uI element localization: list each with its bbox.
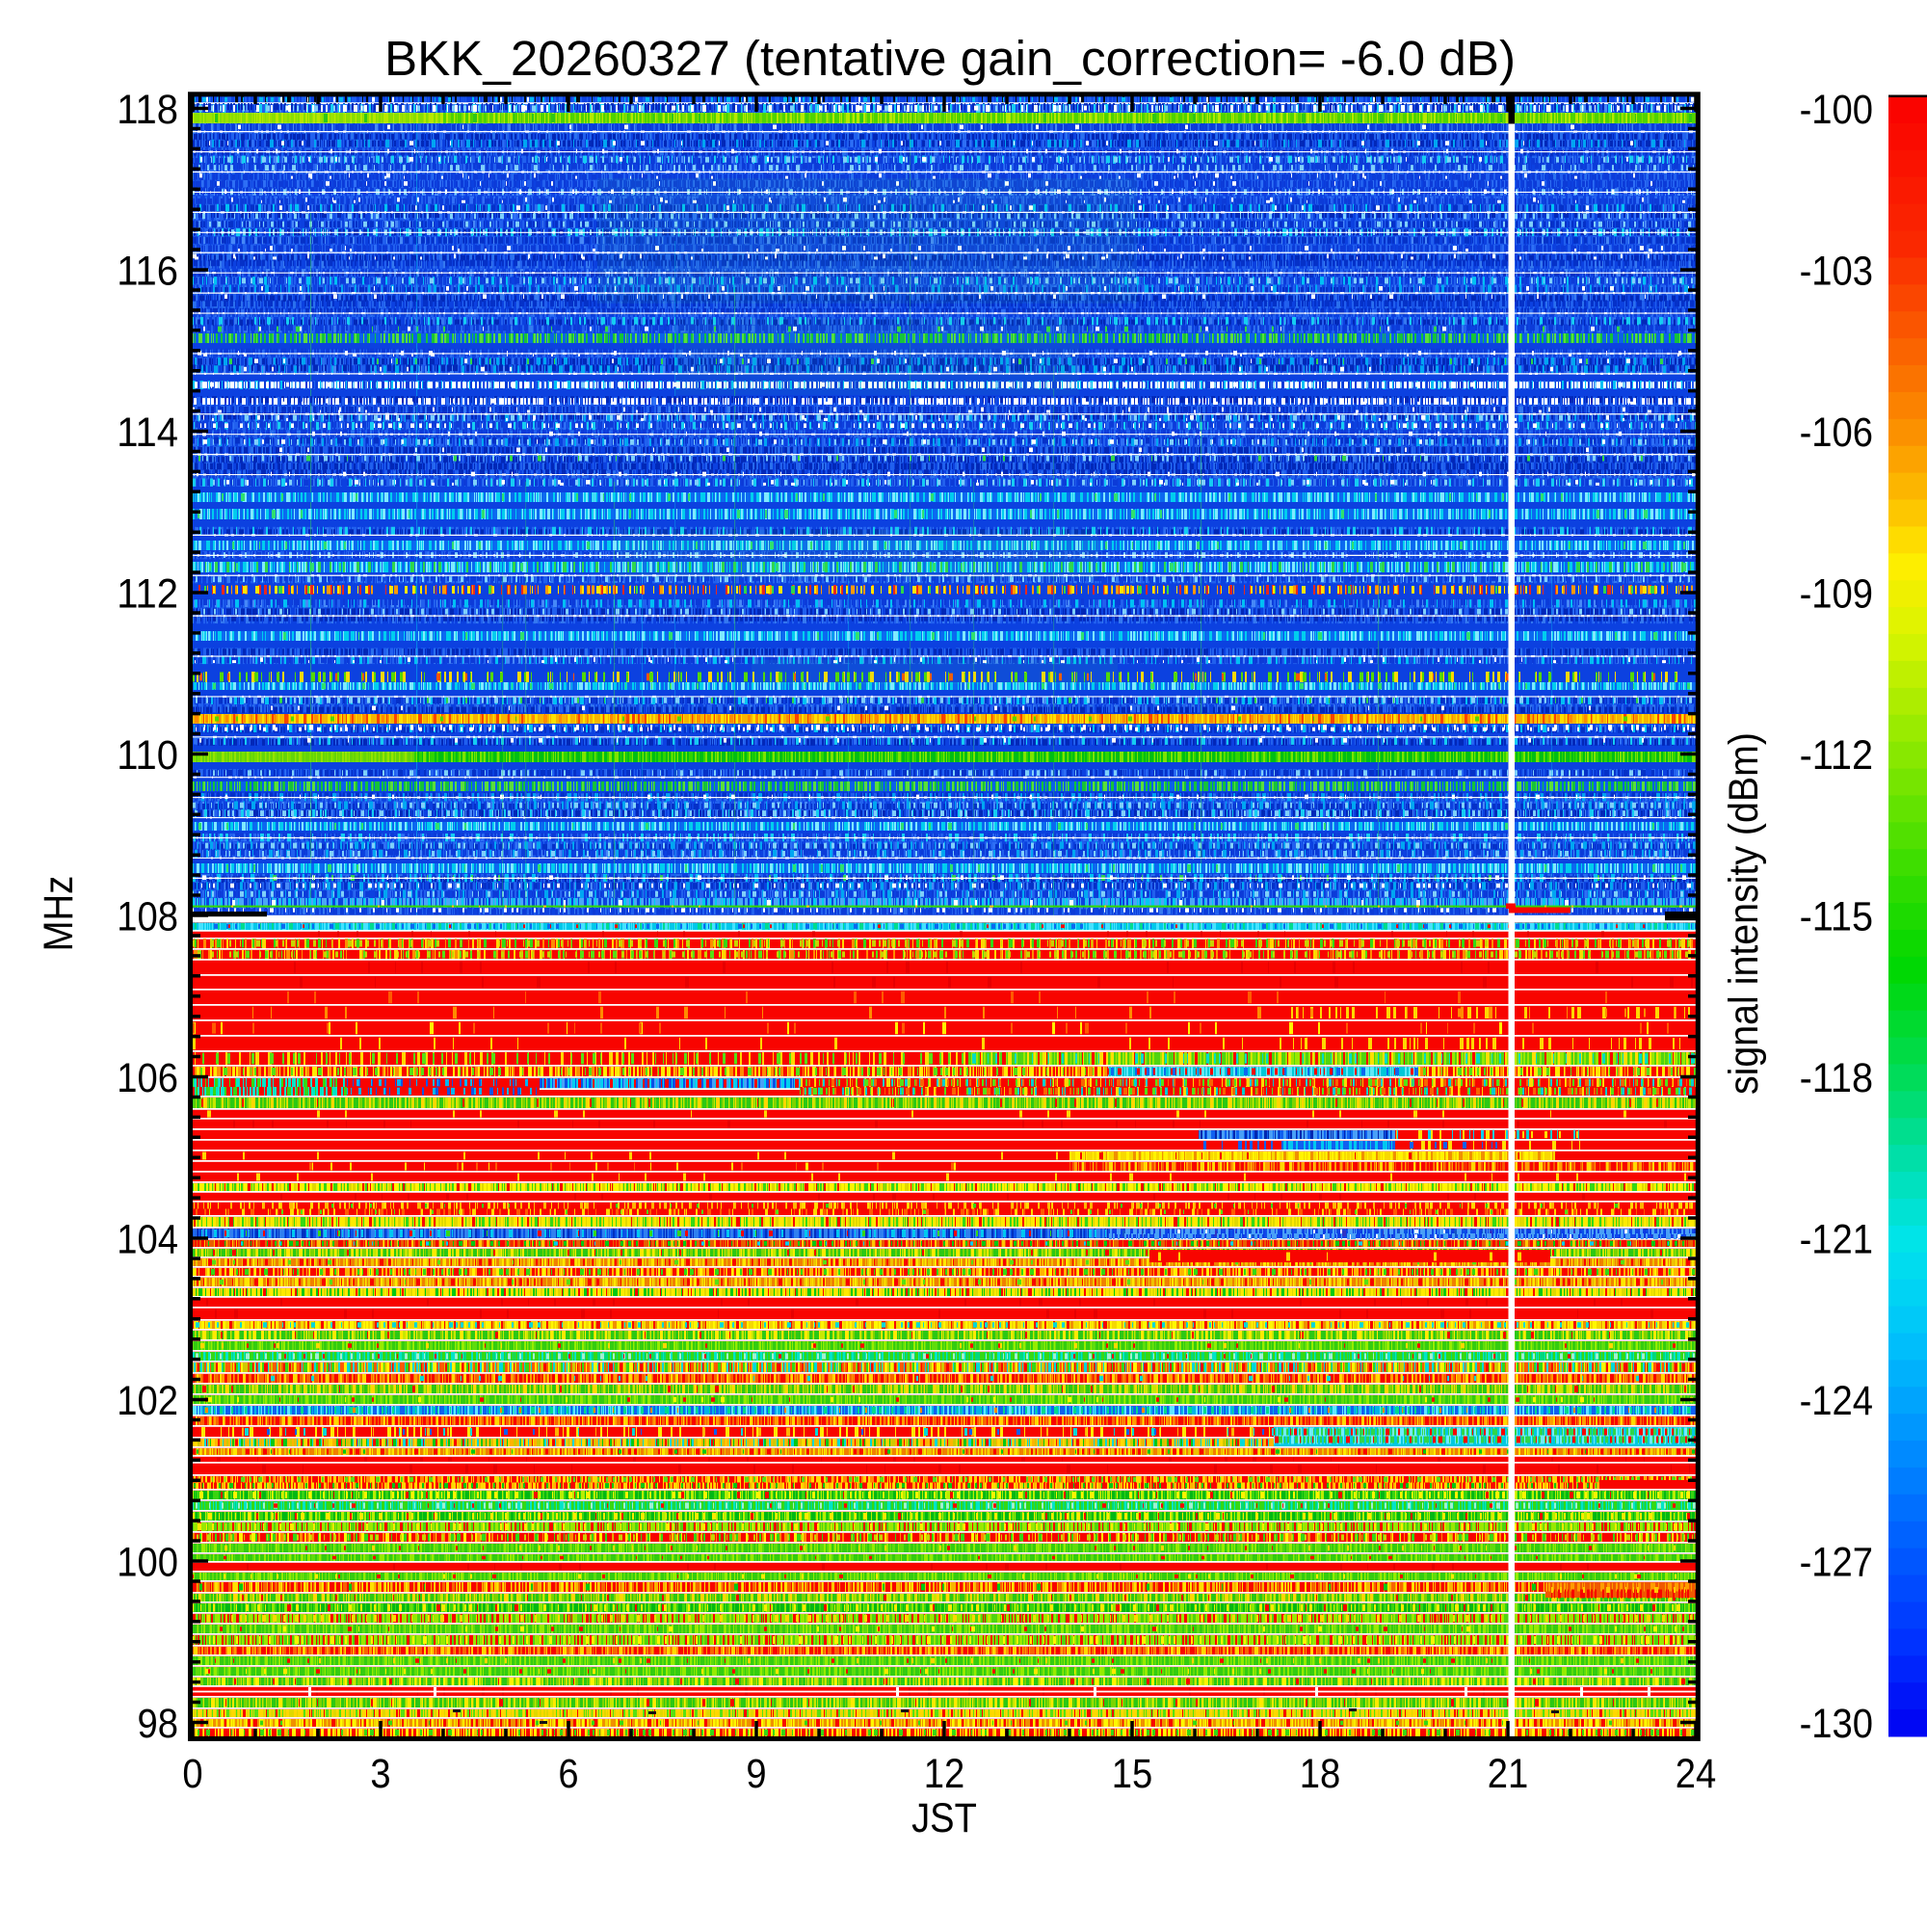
svg-text:102: 102	[117, 1379, 178, 1424]
svg-text:signal intensity (dBm): signal intensity (dBm)	[1722, 732, 1767, 1095]
svg-text:15: 15	[1112, 1752, 1153, 1797]
svg-text:-121: -121	[1800, 1218, 1873, 1263]
svg-text:6: 6	[558, 1752, 578, 1797]
svg-text:18: 18	[1300, 1752, 1341, 1797]
svg-text:108: 108	[117, 895, 178, 940]
svg-text:-124: -124	[1800, 1379, 1873, 1424]
svg-text:JST: JST	[911, 1796, 977, 1841]
svg-text:12: 12	[924, 1752, 965, 1797]
svg-text:0: 0	[182, 1752, 202, 1797]
svg-text:-100: -100	[1800, 88, 1873, 133]
svg-text:-115: -115	[1800, 895, 1873, 940]
svg-text:-112: -112	[1800, 733, 1873, 779]
svg-text:116: 116	[117, 250, 178, 295]
svg-text:MHz: MHz	[37, 876, 82, 952]
svg-text:BKK_20260327 (tentative gain_c: BKK_20260327 (tentative gain_correction=…	[384, 31, 1516, 86]
svg-text:98: 98	[138, 1702, 179, 1747]
svg-text:3: 3	[370, 1752, 390, 1797]
svg-text:118: 118	[117, 88, 178, 133]
svg-text:24: 24	[1676, 1752, 1717, 1797]
svg-text:-106: -106	[1800, 410, 1873, 456]
svg-text:104: 104	[117, 1218, 178, 1263]
svg-text:-103: -103	[1800, 250, 1873, 295]
svg-text:-127: -127	[1800, 1541, 1873, 1586]
svg-text:-118: -118	[1800, 1056, 1873, 1101]
svg-text:110: 110	[117, 733, 178, 779]
svg-text:112: 112	[117, 572, 178, 618]
svg-text:106: 106	[117, 1056, 178, 1101]
svg-text:-109: -109	[1800, 572, 1873, 618]
svg-text:114: 114	[117, 410, 178, 456]
svg-text:9: 9	[746, 1752, 766, 1797]
svg-text:-130: -130	[1800, 1702, 1873, 1747]
svg-text:100: 100	[117, 1541, 178, 1586]
svg-text:21: 21	[1488, 1752, 1529, 1797]
